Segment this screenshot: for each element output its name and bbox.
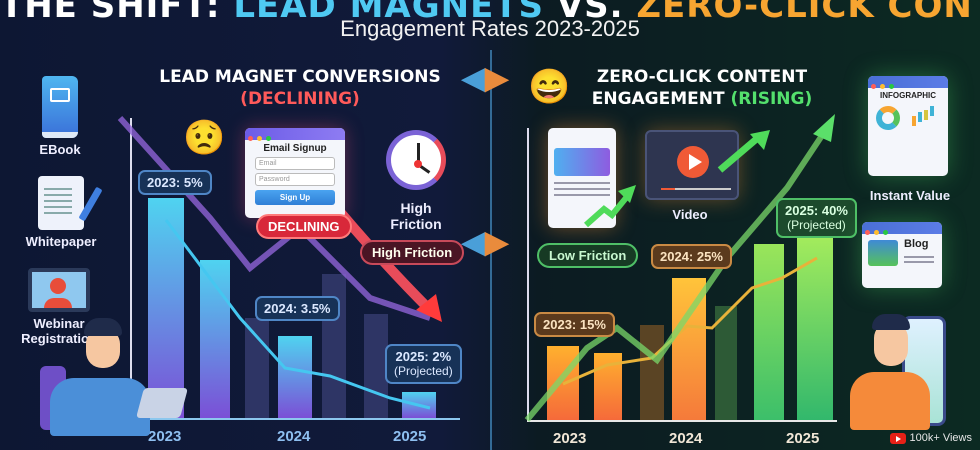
email-field[interactable]: Email — [255, 157, 335, 170]
double-arrow-icon: ◀▶ — [462, 226, 509, 259]
password-field[interactable]: Password — [255, 173, 335, 186]
year-label: 2025 — [393, 428, 427, 445]
signup-title: Email Signup — [263, 143, 327, 154]
left-x-axis — [130, 418, 460, 420]
bar-bg — [715, 306, 737, 420]
high-friction-pill: High Friction — [360, 240, 465, 265]
bar-bg — [364, 314, 388, 418]
clock-label: High Friction — [390, 200, 442, 232]
year-label: 2024 — [277, 428, 311, 445]
left-y-axis — [130, 118, 132, 418]
grinning-face-icon: 😄 — [528, 68, 571, 106]
happy-person-illustration — [840, 310, 960, 432]
window-bar — [245, 128, 345, 141]
center-divider — [490, 50, 492, 450]
decline-trend-line — [117, 115, 431, 410]
right-x-axis — [527, 420, 837, 422]
resource-webinar: Webinar Registration — [14, 268, 104, 346]
left-bar-chart — [117, 115, 460, 418]
year-label: 2024 — [669, 430, 703, 447]
stressed-person-illustration — [40, 318, 189, 436]
main-title: THE SHIFT: LEAD MAGNETS VS. ZERO-CLICK C… — [0, 0, 980, 26]
sign-up-button[interactable]: Sign Up — [255, 190, 335, 205]
declining-status: (DECLINING) — [240, 89, 360, 109]
blog-title: Blog — [904, 238, 929, 250]
title-zero-click: ZERO-CLICK CONTENT — [636, 0, 980, 26]
webinar-laptop-icon — [28, 268, 90, 312]
right-y-axis — [527, 128, 529, 422]
bubble-2025: 2025: 2% (Projected) — [385, 344, 462, 384]
title-prefix: THE SHIFT: — [0, 0, 221, 26]
bubble-2025: 2025: 40% (Projected) — [776, 198, 857, 238]
left-section-title: LEAD MAGNET CONVERSIONS (DECLINING) — [140, 66, 460, 110]
subtitle: Engagement Rates 2023-2025 — [340, 16, 640, 41]
green-up-arrow-icon — [717, 130, 770, 173]
bar-2025a — [754, 244, 784, 420]
document-pencil-icon — [38, 176, 103, 230]
low-friction-pill: Low Friction — [537, 243, 639, 268]
title-lead-magnets: LEAD MAGNETS — [233, 0, 544, 26]
instant-value-label: Instant Value — [869, 188, 951, 203]
resource-ebook: EBook — [24, 76, 96, 157]
green-up-arrow-icon — [584, 185, 636, 228]
email-signup-card: Email Signup Email Password Sign Up — [245, 128, 345, 218]
title-vs: VS. — [556, 0, 624, 26]
blog-icon: Blog — [862, 222, 942, 288]
bar-bg — [640, 325, 664, 420]
infographic-title: INFOGRAPHIC — [880, 91, 936, 100]
declining-badge: DECLINING — [256, 214, 352, 239]
year-label: 2023 — [148, 428, 182, 445]
views-badge: 100k+ Views — [889, 432, 972, 444]
bubble-2024: 2024: 25% — [651, 244, 732, 269]
bubble-2023: 2023: 5% — [138, 170, 212, 195]
right-section-title: ZERO-CLICK CONTENT ENGAGEMENT (RISING) — [591, 67, 813, 109]
worried-face-icon: 😟 — [183, 119, 226, 157]
book-icon — [42, 76, 78, 138]
rising-status: (RISING) — [730, 89, 813, 109]
year-label: 2025 — [786, 430, 820, 447]
resource-whitepaper: Whitepaper — [20, 176, 103, 249]
rise-trend-line — [524, 114, 835, 422]
year-label: 2023 — [553, 430, 587, 447]
youtube-icon — [889, 432, 906, 444]
bar-2024 — [278, 336, 312, 418]
clock-icon — [386, 130, 446, 190]
bubble-2023: 2023: 15% — [534, 312, 615, 337]
double-arrow-icon: ◀▶ — [462, 62, 509, 95]
right-bar-chart — [524, 114, 837, 422]
infographic-icon: INFOGRAPHIC — [868, 76, 948, 176]
video-label: Video — [672, 207, 708, 222]
social-post-icon — [548, 128, 616, 228]
bubble-2024: 2024: 3.5% — [255, 296, 340, 321]
